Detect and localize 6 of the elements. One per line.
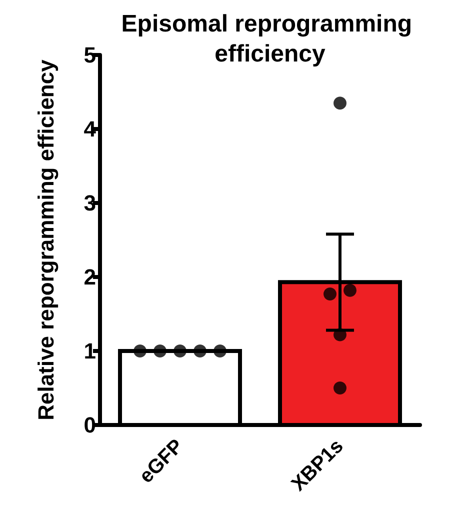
chart-title: Episomal reprogramming efficiency [121,10,419,68]
y-tick-label: 3 [84,190,96,216]
y-axis-title: Relative reporgramming efficiency [34,58,58,420]
y-tick-label: 2 [84,264,96,290]
y-tick-label: 4 [84,116,97,142]
y-tick-label: 1 [84,338,96,364]
